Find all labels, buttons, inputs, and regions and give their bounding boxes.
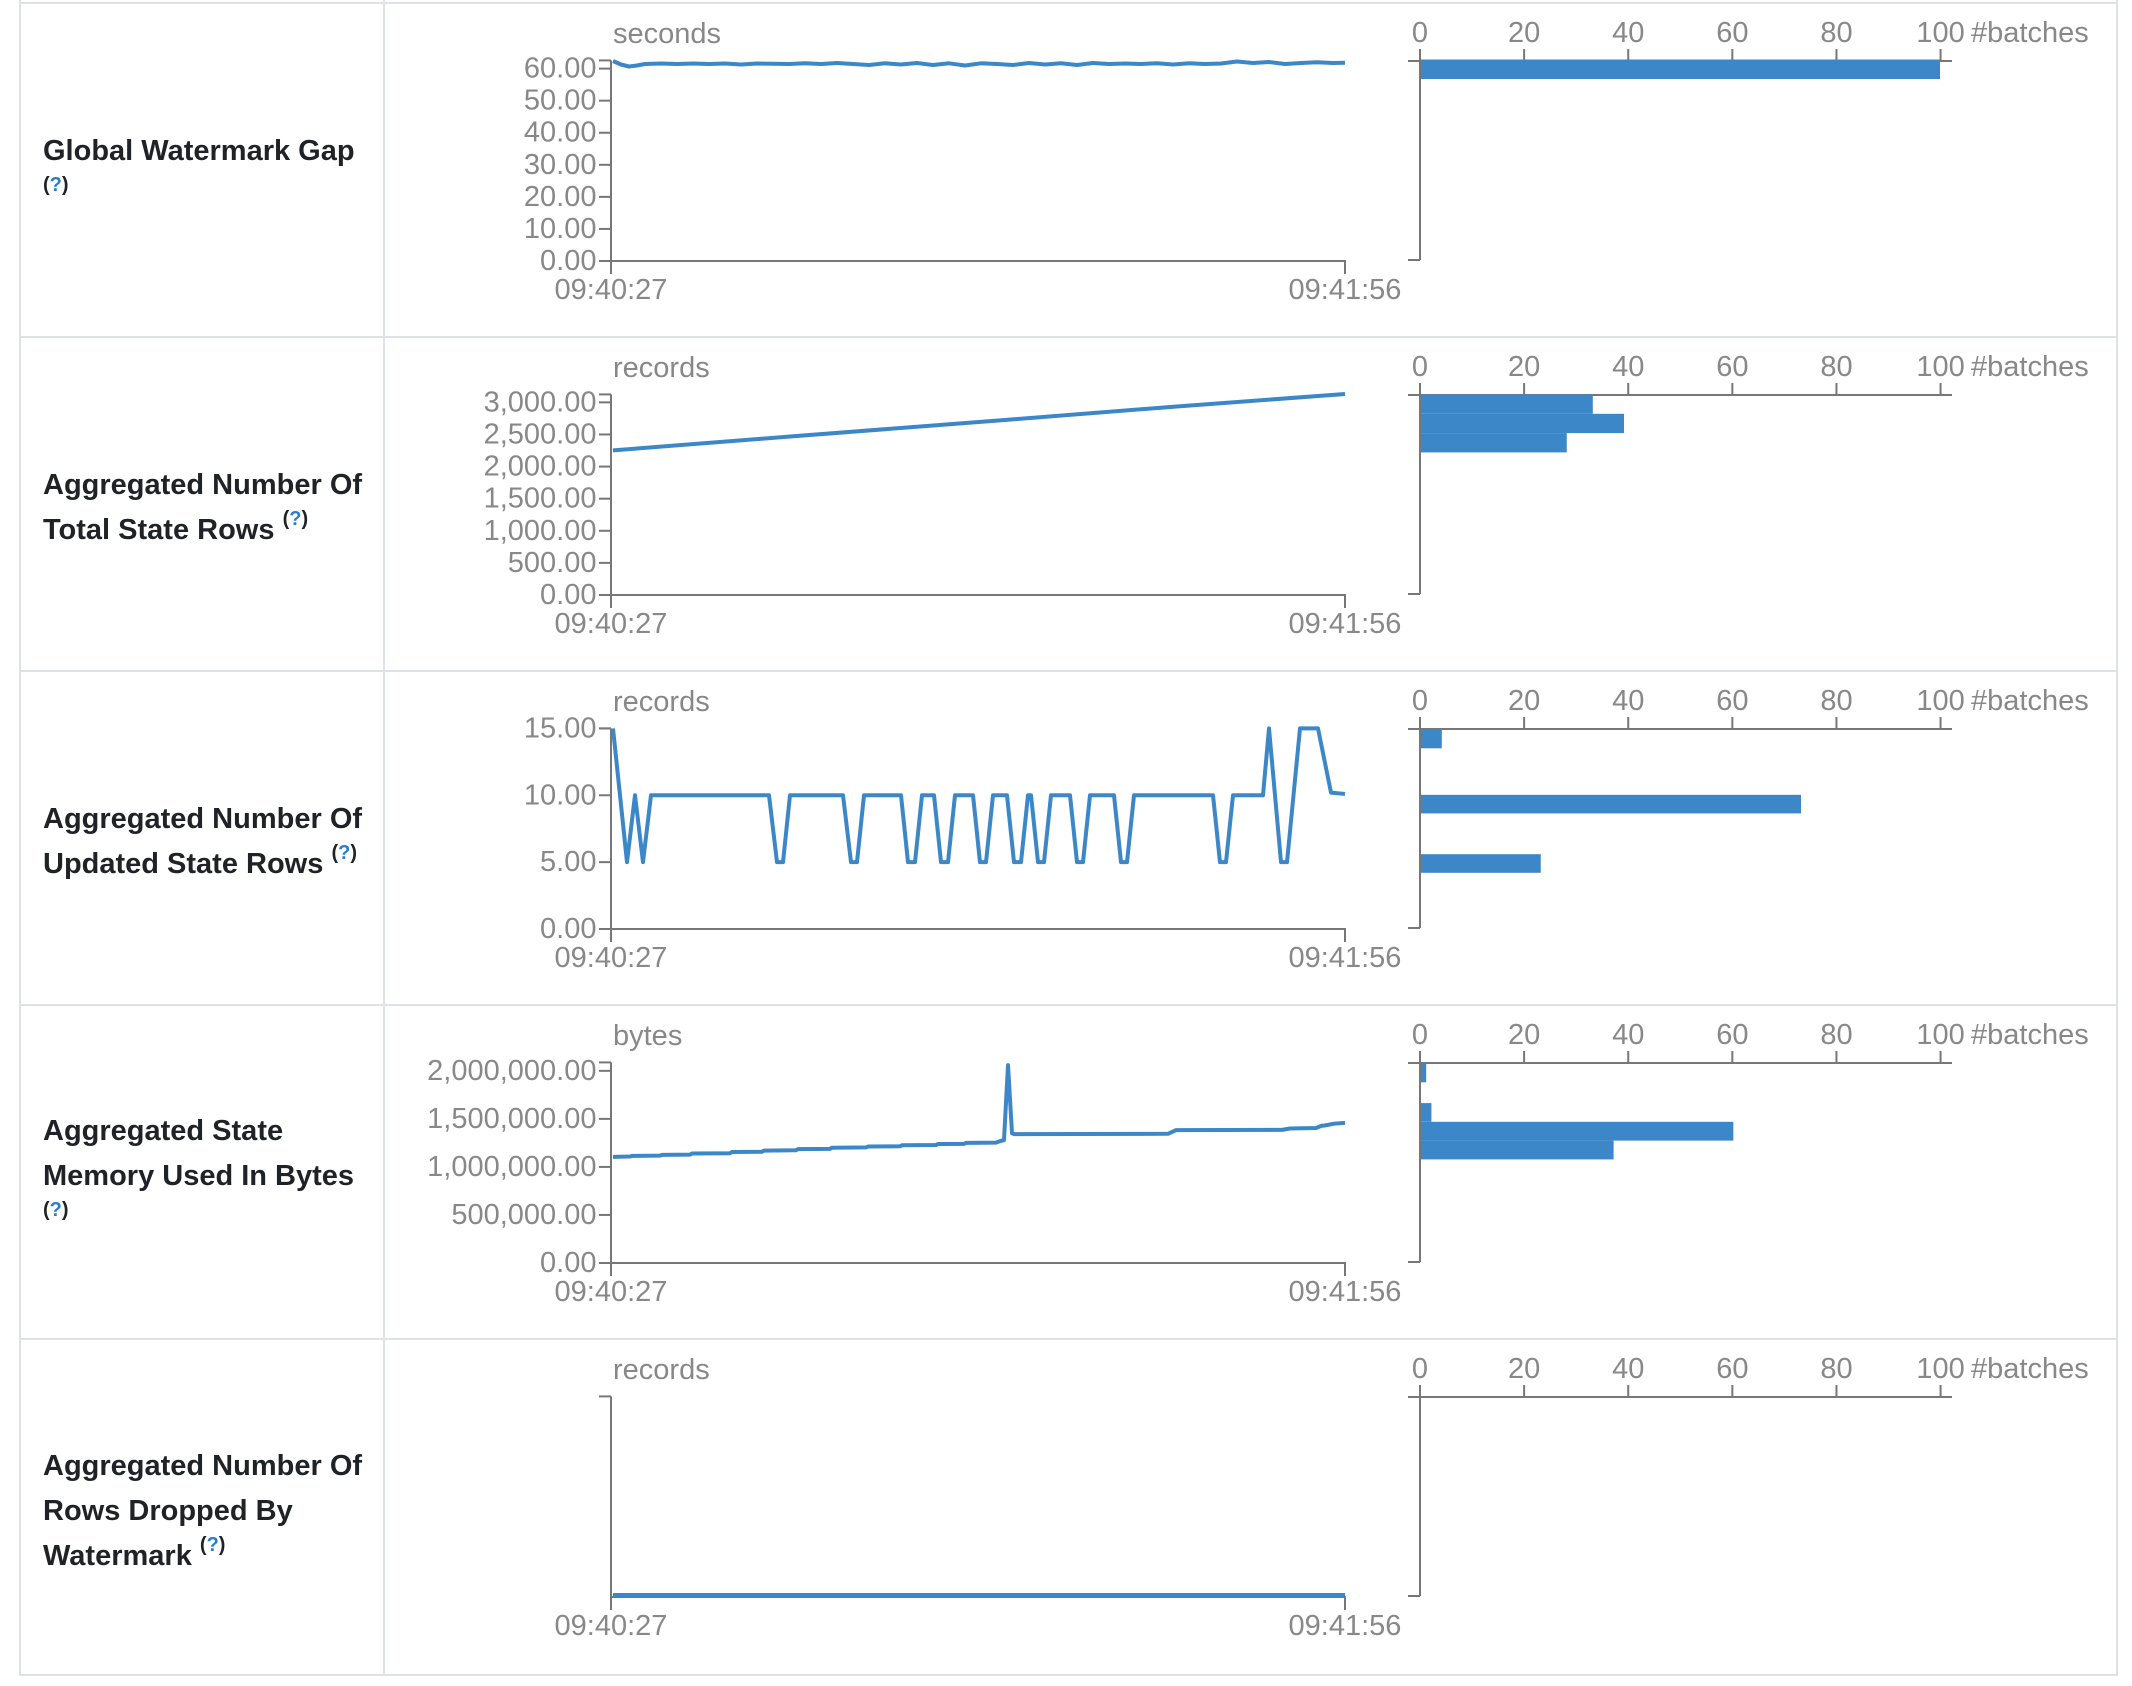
svg-text:5.00: 5.00 (540, 846, 596, 878)
svg-text:09:41:56: 09:41:56 (1289, 274, 1402, 306)
svg-text:10.00: 10.00 (524, 779, 597, 811)
svg-text:3,000.00: 3,000.00 (484, 386, 597, 418)
svg-text:2,500.00: 2,500.00 (484, 418, 597, 450)
svg-text:0: 0 (1412, 17, 1428, 49)
svg-text:#batches: #batches (1971, 685, 2089, 717)
svg-text:1,500,000.00: 1,500,000.00 (427, 1103, 596, 1135)
svg-text:09:40:27: 09:40:27 (555, 274, 668, 306)
svg-text:10.00: 10.00 (524, 213, 597, 245)
svg-text:09:40:27: 09:40:27 (555, 942, 668, 974)
svg-text:bytes: bytes (613, 1020, 682, 1052)
svg-text:0: 0 (1412, 685, 1428, 717)
svg-text:40: 40 (1612, 351, 1644, 383)
svg-text:60: 60 (1716, 685, 1748, 717)
svg-text:60: 60 (1716, 351, 1748, 383)
svg-text:20.00: 20.00 (524, 181, 597, 213)
svg-text:2,000.00: 2,000.00 (484, 451, 597, 483)
svg-text:09:40:27: 09:40:27 (555, 1610, 668, 1642)
svg-text:60.00: 60.00 (524, 53, 597, 85)
svg-text:30.00: 30.00 (524, 149, 597, 181)
svg-text:40: 40 (1612, 1019, 1644, 1051)
svg-text:15.00: 15.00 (524, 712, 597, 744)
svg-text:20: 20 (1508, 1353, 1540, 1385)
svg-text:20: 20 (1508, 351, 1540, 383)
svg-text:40: 40 (1612, 1353, 1644, 1385)
svg-text:100: 100 (1916, 685, 1964, 717)
svg-text:60: 60 (1716, 17, 1748, 49)
svg-text:0.00: 0.00 (540, 913, 596, 945)
svg-text:09:41:56: 09:41:56 (1289, 1610, 1402, 1642)
svg-text:80: 80 (1820, 1353, 1852, 1385)
svg-text:40.00: 40.00 (524, 117, 597, 149)
svg-text:2,000,000.00: 2,000,000.00 (427, 1055, 596, 1087)
svg-text:20: 20 (1508, 1019, 1540, 1051)
svg-text:40: 40 (1612, 685, 1644, 717)
svg-text:20: 20 (1508, 17, 1540, 49)
svg-text:80: 80 (1820, 1019, 1852, 1051)
svg-text:0.00: 0.00 (540, 1247, 596, 1279)
svg-text:#batches: #batches (1971, 1353, 2089, 1385)
svg-text:09:41:56: 09:41:56 (1289, 608, 1402, 640)
svg-text:0.00: 0.00 (540, 245, 596, 277)
svg-text:#batches: #batches (1971, 1019, 2089, 1051)
svg-text:1,000,000.00: 1,000,000.00 (427, 1151, 596, 1183)
svg-text:09:41:56: 09:41:56 (1289, 942, 1402, 974)
svg-text:#batches: #batches (1971, 17, 2089, 49)
svg-text:60: 60 (1716, 1353, 1748, 1385)
svg-text:1,500.00: 1,500.00 (484, 483, 597, 515)
svg-text:80: 80 (1820, 685, 1852, 717)
svg-text:0: 0 (1412, 351, 1428, 383)
svg-text:records: records (613, 686, 710, 718)
svg-text:80: 80 (1820, 351, 1852, 383)
svg-text:50.00: 50.00 (524, 85, 597, 117)
svg-text:0: 0 (1412, 1019, 1428, 1051)
svg-text:60: 60 (1716, 1019, 1748, 1051)
svg-text:500.00: 500.00 (508, 547, 597, 579)
svg-text:0: 0 (1412, 1353, 1428, 1385)
svg-text:100: 100 (1916, 351, 1964, 383)
svg-text:09:40:27: 09:40:27 (555, 1276, 668, 1308)
svg-text:40: 40 (1612, 17, 1644, 49)
svg-text:80: 80 (1820, 17, 1852, 49)
svg-text:100: 100 (1916, 1353, 1964, 1385)
svg-text:0.00: 0.00 (540, 579, 596, 611)
svg-text:09:40:27: 09:40:27 (555, 608, 668, 640)
svg-text:100: 100 (1916, 17, 1964, 49)
svg-text:20: 20 (1508, 685, 1540, 717)
svg-text:records: records (613, 1354, 710, 1386)
svg-text:records: records (613, 352, 710, 384)
svg-text:seconds: seconds (613, 18, 721, 50)
svg-text:#batches: #batches (1971, 351, 2089, 383)
svg-text:1,000.00: 1,000.00 (484, 515, 597, 547)
svg-text:500,000.00: 500,000.00 (451, 1199, 596, 1231)
svg-text:09:41:56: 09:41:56 (1289, 1276, 1402, 1308)
svg-text:100: 100 (1916, 1019, 1964, 1051)
